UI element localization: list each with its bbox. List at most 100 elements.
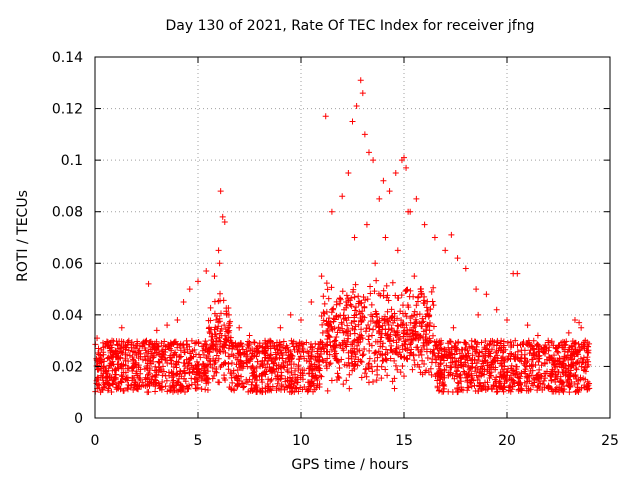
scatter-point	[394, 247, 401, 254]
scatter-point	[442, 247, 449, 254]
scatter-point	[190, 368, 197, 375]
scatter-point	[448, 231, 455, 238]
scatter-point	[512, 337, 519, 344]
scatter-point	[571, 317, 578, 324]
y-axis-label: ROTI / TECUs	[15, 190, 31, 282]
y-tick-label: 0.06	[52, 256, 83, 272]
scatter-point	[277, 324, 284, 331]
scatter-point	[361, 131, 368, 138]
scatter-point	[576, 319, 583, 326]
scatter-point	[487, 350, 494, 357]
scatter-point	[473, 286, 480, 293]
x-tick-label: 20	[498, 433, 516, 449]
scatter-point	[386, 188, 393, 195]
scatter-point	[215, 247, 222, 254]
scatter-point	[345, 170, 352, 177]
scatter-point	[493, 306, 500, 313]
scatter-point	[504, 317, 510, 324]
scatter-point	[102, 368, 109, 375]
scatter-point	[534, 332, 541, 339]
scatter-point	[450, 324, 457, 331]
scatter-point	[438, 337, 445, 344]
scatter-point	[240, 363, 247, 370]
scatter-point	[180, 298, 187, 305]
x-tick-label: 5	[194, 433, 203, 449]
scatter-point	[153, 327, 160, 334]
scatter-point	[145, 280, 152, 287]
scatter-point	[199, 373, 206, 380]
scatter-point	[483, 291, 490, 298]
scatter-point	[545, 337, 552, 344]
scatter-point	[351, 234, 358, 241]
scatter-point	[353, 102, 360, 109]
y-tick-label: 0	[74, 411, 83, 427]
plot-border	[94, 56, 611, 419]
chart-title: Day 130 of 2021, Rate Of TEC Index for r…	[165, 18, 535, 34]
scatter-point	[174, 317, 181, 324]
scatter-point	[96, 358, 103, 365]
scatter-point	[349, 118, 356, 125]
scatter-point	[508, 376, 515, 383]
scatter-point	[359, 90, 366, 97]
scatter-point	[159, 363, 166, 370]
scatter-point	[164, 322, 171, 329]
scatter-point	[370, 157, 377, 164]
scatter-point	[328, 208, 335, 215]
scatter-point	[403, 164, 410, 171]
scatter-point	[143, 337, 150, 344]
scatter-point	[267, 337, 274, 344]
scatter-point	[316, 384, 323, 391]
scatter-point	[256, 342, 263, 349]
scatter-point	[236, 324, 243, 331]
x-tick-label: 10	[292, 433, 310, 449]
scatter-point	[318, 273, 325, 280]
scatter-point	[221, 219, 228, 226]
scatter-point	[421, 221, 428, 228]
scatter-point	[203, 268, 210, 275]
scatter-point	[401, 154, 407, 161]
scatter-point	[555, 342, 562, 349]
x-axis-label: GPS time / hours	[291, 457, 409, 473]
scatter-point	[376, 195, 383, 202]
scatter-point	[582, 337, 589, 344]
scatter-point	[118, 324, 125, 331]
scatter-point	[578, 324, 585, 331]
y-tick-label: 0.12	[52, 102, 83, 118]
scatter-point	[219, 213, 226, 220]
y-tick-label: 0.02	[52, 359, 83, 375]
scatter-point	[380, 177, 387, 184]
scatter-point	[411, 273, 418, 280]
scatter-point	[322, 113, 329, 120]
scatter-point	[122, 376, 129, 383]
scatter-point	[565, 329, 572, 336]
scatter-point	[405, 208, 412, 215]
scatter-point	[413, 195, 420, 202]
scatter-point	[298, 317, 304, 324]
scatter-point	[112, 350, 119, 357]
scatter-point	[133, 342, 140, 349]
scatter-point	[462, 265, 469, 272]
y-tick-label: 0.04	[52, 308, 83, 324]
scatter-point	[417, 286, 424, 293]
scatter-point	[514, 270, 521, 277]
scatter-point	[216, 260, 223, 267]
scatter-point	[382, 234, 389, 241]
scatter-point	[95, 381, 102, 388]
scatter-point	[363, 221, 370, 228]
scatter-point	[246, 332, 253, 339]
scatter-point	[454, 255, 461, 262]
scatter-point	[475, 311, 482, 318]
scatter-point	[333, 350, 340, 357]
scatter-point	[217, 188, 224, 195]
scatter-point	[372, 260, 379, 267]
data-points	[92, 77, 593, 396]
x-tick-label: 25	[601, 433, 619, 449]
plot-frame	[94, 56, 611, 419]
x-tick-label: 0	[91, 433, 100, 449]
scatter-point	[392, 170, 399, 177]
scatter-point	[308, 298, 315, 305]
y-tick-label: 0.08	[52, 205, 83, 221]
y-tick-label: 0.14	[52, 50, 83, 66]
scatter-point	[341, 337, 348, 344]
